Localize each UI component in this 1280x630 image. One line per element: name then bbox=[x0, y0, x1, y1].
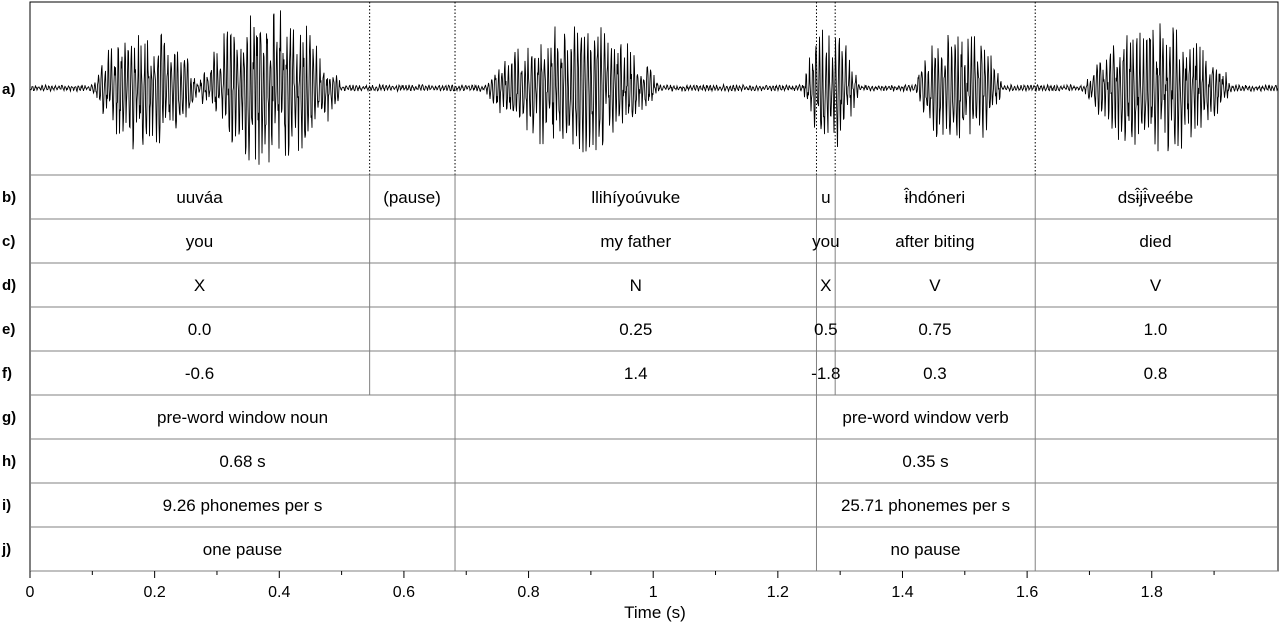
tier-cell-text: 0.5 bbox=[814, 320, 838, 339]
row-label: i) bbox=[2, 497, 11, 514]
tick-label: 0.6 bbox=[393, 584, 415, 601]
tier-cell-text: V bbox=[1150, 276, 1162, 295]
tier-cell-text: my father bbox=[600, 232, 671, 251]
tier-pause: one pause no pause bbox=[203, 527, 1036, 571]
tier-cell-text: you bbox=[186, 232, 213, 251]
tier-cell-text: -1.8 bbox=[811, 364, 840, 383]
tier-position: 0.0 0.25 0.5 0.75 1.0 bbox=[188, 307, 1168, 351]
tier-cell-text: 0.68 s bbox=[219, 452, 265, 471]
row-label: j) bbox=[1, 541, 11, 558]
row-label: g) bbox=[2, 409, 16, 426]
tier-value: -0.6 1.4 -1.8 0.3 0.8 bbox=[185, 351, 1167, 395]
row-label: b) bbox=[2, 189, 16, 206]
tier-cell-text: one pause bbox=[203, 540, 282, 559]
tick-label: 0.4 bbox=[268, 584, 290, 601]
tier-cell-text: V bbox=[929, 276, 941, 295]
tier-cell-text: pre-word window noun bbox=[157, 408, 328, 427]
tier-cell-text: dsɨ̂jɨ̂veébe bbox=[1118, 187, 1194, 207]
tier-cell-text: (pause) bbox=[383, 188, 441, 207]
tier-cell-text: 1.4 bbox=[624, 364, 648, 383]
tier-grid bbox=[29, 1, 1279, 572]
tier-annotations: uuváa (pause) llihíyoúvuke u ɨ̂hdóneri dsɨ̂jɨ… bbox=[157, 175, 1193, 571]
tier-cell-text: 0.25 bbox=[619, 320, 652, 339]
tier-cell-text: uuváa bbox=[176, 188, 223, 207]
time-axis: Time (s) 0 0.2 0.4 0.6 0.8 1 1.2 1.4 1.6 1.8 bbox=[26, 571, 1215, 622]
tick-label: 1.8 bbox=[1141, 584, 1163, 601]
row-label: e) bbox=[2, 321, 15, 338]
tier-word: uuváa (pause) llihíyoúvuke u ɨ̂hdóneri dsɨ̂jɨ… bbox=[176, 175, 1193, 219]
tier-rate: 9.26 phonemes per s 25.71 phonemes per s bbox=[163, 483, 1036, 527]
tier-cell-text: N bbox=[630, 276, 642, 295]
tier-window: pre-word window noun pre-word window verb bbox=[157, 395, 1036, 439]
tier-cell-text: you bbox=[812, 232, 839, 251]
tick-label: 1.2 bbox=[767, 584, 789, 601]
tick-label: 1.6 bbox=[1016, 584, 1038, 601]
tick-label: 0.2 bbox=[144, 584, 166, 601]
tier-cell-text: 0.3 bbox=[923, 364, 947, 383]
tier-cell-text: X bbox=[820, 276, 831, 295]
waveform-panel bbox=[29, 2, 1279, 175]
row-label: h) bbox=[2, 453, 16, 470]
tier-cell-text: 1.0 bbox=[1144, 320, 1168, 339]
tier-cell-text: llihíyoúvuke bbox=[591, 188, 680, 207]
tick-label: 0.8 bbox=[517, 584, 539, 601]
tick-label: 1 bbox=[649, 584, 658, 601]
tier-cell-text: ɨ̂hdóneri bbox=[904, 187, 966, 207]
tier-cell-text: u bbox=[821, 188, 830, 207]
axis-title: Time (s) bbox=[624, 603, 686, 622]
tier-cell-text: died bbox=[1139, 232, 1171, 251]
row-label: d) bbox=[2, 277, 16, 294]
row-label: f) bbox=[2, 365, 12, 382]
waveform-trace bbox=[29, 10, 1279, 165]
tier-cell-text: after biting bbox=[895, 232, 974, 251]
tick-label: 1.4 bbox=[891, 584, 913, 601]
tier-cell-text: -0.6 bbox=[185, 364, 214, 383]
tier-cell-text: 0.8 bbox=[1144, 364, 1168, 383]
tier-cell-text: 0.75 bbox=[918, 320, 951, 339]
tier-cell-text: 25.71 phonemes per s bbox=[841, 496, 1010, 515]
row-labels: a) b) c) d) e) f) g) h) i) j) bbox=[1, 81, 16, 558]
tier-cell-text: 0.0 bbox=[188, 320, 212, 339]
tier-gloss: you my father you after biting died bbox=[186, 219, 1172, 263]
tier-cell-text: 9.26 phonemes per s bbox=[163, 496, 323, 515]
tier-cell-text: X bbox=[194, 276, 205, 295]
tick-label: 0 bbox=[26, 584, 35, 601]
tier-duration: 0.68 s 0.35 s bbox=[219, 439, 1036, 483]
tier-cell-text: no pause bbox=[891, 540, 961, 559]
tier-cell-text: pre-word window verb bbox=[842, 408, 1008, 427]
row-label: c) bbox=[2, 233, 15, 250]
row-label: a) bbox=[2, 81, 15, 98]
tier-cell-text: 0.35 s bbox=[902, 452, 948, 471]
